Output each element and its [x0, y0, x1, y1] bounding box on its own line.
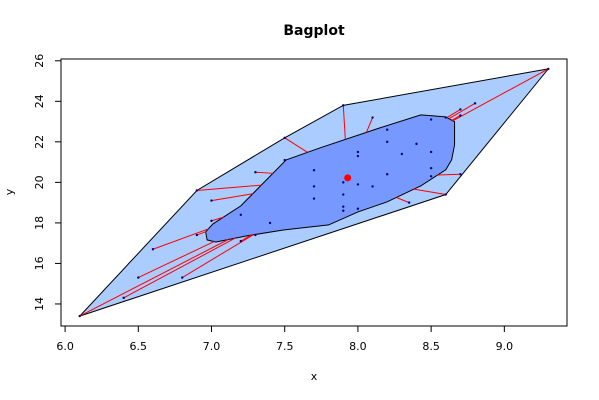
whisker	[211, 193, 253, 202]
y-tick-label: 18	[33, 216, 46, 230]
x-tick-label: 6.5	[130, 340, 148, 353]
data-point	[400, 152, 404, 156]
whisker	[365, 117, 374, 133]
data-point	[429, 175, 433, 178]
data-point	[342, 181, 345, 184]
data-point	[254, 233, 257, 237]
data-point	[386, 140, 389, 144]
x-tick-label: 8.5	[422, 340, 440, 353]
whisker	[123, 237, 236, 299]
x-tick-label: 7.5	[276, 340, 294, 353]
whisker	[152, 228, 209, 250]
data-point	[254, 171, 257, 174]
data-point	[547, 67, 550, 71]
data-point	[473, 102, 477, 105]
bag	[205, 114, 456, 243]
whisker	[448, 102, 476, 120]
whisker	[211, 216, 224, 222]
whisker	[451, 115, 461, 121]
data-point	[151, 248, 155, 251]
data-point	[283, 136, 286, 139]
data-point	[415, 142, 418, 146]
data-point	[342, 205, 345, 208]
data-point	[239, 239, 242, 243]
whisker	[196, 184, 262, 191]
data-point	[78, 314, 81, 318]
data-point	[312, 185, 316, 188]
data-point	[429, 150, 433, 154]
y-tick-label: 26	[33, 54, 46, 68]
data-point	[459, 173, 462, 176]
whisker	[452, 68, 549, 122]
data-point	[239, 213, 242, 216]
whisker	[446, 108, 461, 119]
data-point	[459, 108, 462, 111]
plot-frame	[60, 58, 568, 327]
data-point	[342, 193, 345, 196]
data-point	[268, 221, 272, 225]
data-point	[356, 154, 360, 158]
whisker	[138, 241, 215, 279]
data-point	[371, 116, 374, 119]
whisker	[79, 239, 229, 317]
whisker	[396, 197, 410, 204]
center	[344, 174, 352, 182]
y-tick-label: 16	[33, 256, 46, 270]
data-point	[386, 173, 389, 176]
data-point	[459, 114, 462, 117]
x-axis-label: x	[311, 370, 318, 383]
data-point	[195, 189, 199, 192]
whisker	[284, 137, 308, 153]
data-point	[137, 276, 140, 279]
y-tick-label: 14	[33, 297, 46, 311]
whisker	[437, 173, 461, 176]
y-tick-label: 20	[33, 175, 46, 189]
data-point	[210, 219, 213, 223]
data-point	[342, 209, 345, 212]
y-axis-label: y	[3, 188, 16, 195]
x-tick-label: 8.0	[349, 340, 367, 353]
y-tick-label: 22	[33, 135, 46, 149]
data-point	[444, 193, 447, 196]
data-point	[195, 233, 199, 237]
data-point	[407, 201, 411, 204]
data-point	[312, 169, 316, 172]
whisker	[196, 231, 206, 236]
data-point	[312, 197, 316, 200]
chart-title: Bagplot	[283, 23, 345, 39]
data-point	[283, 158, 286, 162]
whisker	[240, 234, 252, 242]
data-point	[122, 296, 125, 300]
data-point	[444, 116, 447, 119]
whisker	[413, 188, 446, 196]
data-point	[342, 104, 345, 107]
data-point	[429, 166, 433, 170]
data-point	[210, 199, 213, 202]
data-point	[356, 150, 360, 154]
data-point	[356, 207, 360, 210]
data-point	[386, 128, 389, 131]
x-tick-label: 7.0	[203, 340, 221, 353]
whisker	[342, 105, 346, 140]
x-tick-label: 9.0	[496, 340, 514, 353]
data-point	[356, 183, 360, 186]
data-point	[181, 276, 184, 279]
data-point	[371, 185, 374, 188]
x-tick-label: 6.0	[56, 340, 74, 353]
data-point	[429, 118, 433, 121]
whisker	[255, 171, 273, 174]
y-tick-label: 24	[33, 94, 46, 108]
